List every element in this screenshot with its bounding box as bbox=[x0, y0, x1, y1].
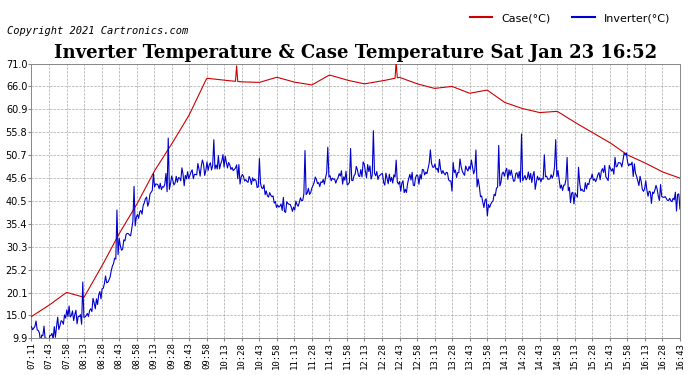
Text: Copyright 2021 Cartronics.com: Copyright 2021 Cartronics.com bbox=[7, 26, 188, 36]
Title: Inverter Temperature & Case Temperature Sat Jan 23 16:52: Inverter Temperature & Case Temperature … bbox=[54, 44, 658, 62]
Legend: Case(°C), Inverter(°C): Case(°C), Inverter(°C) bbox=[466, 9, 674, 27]
